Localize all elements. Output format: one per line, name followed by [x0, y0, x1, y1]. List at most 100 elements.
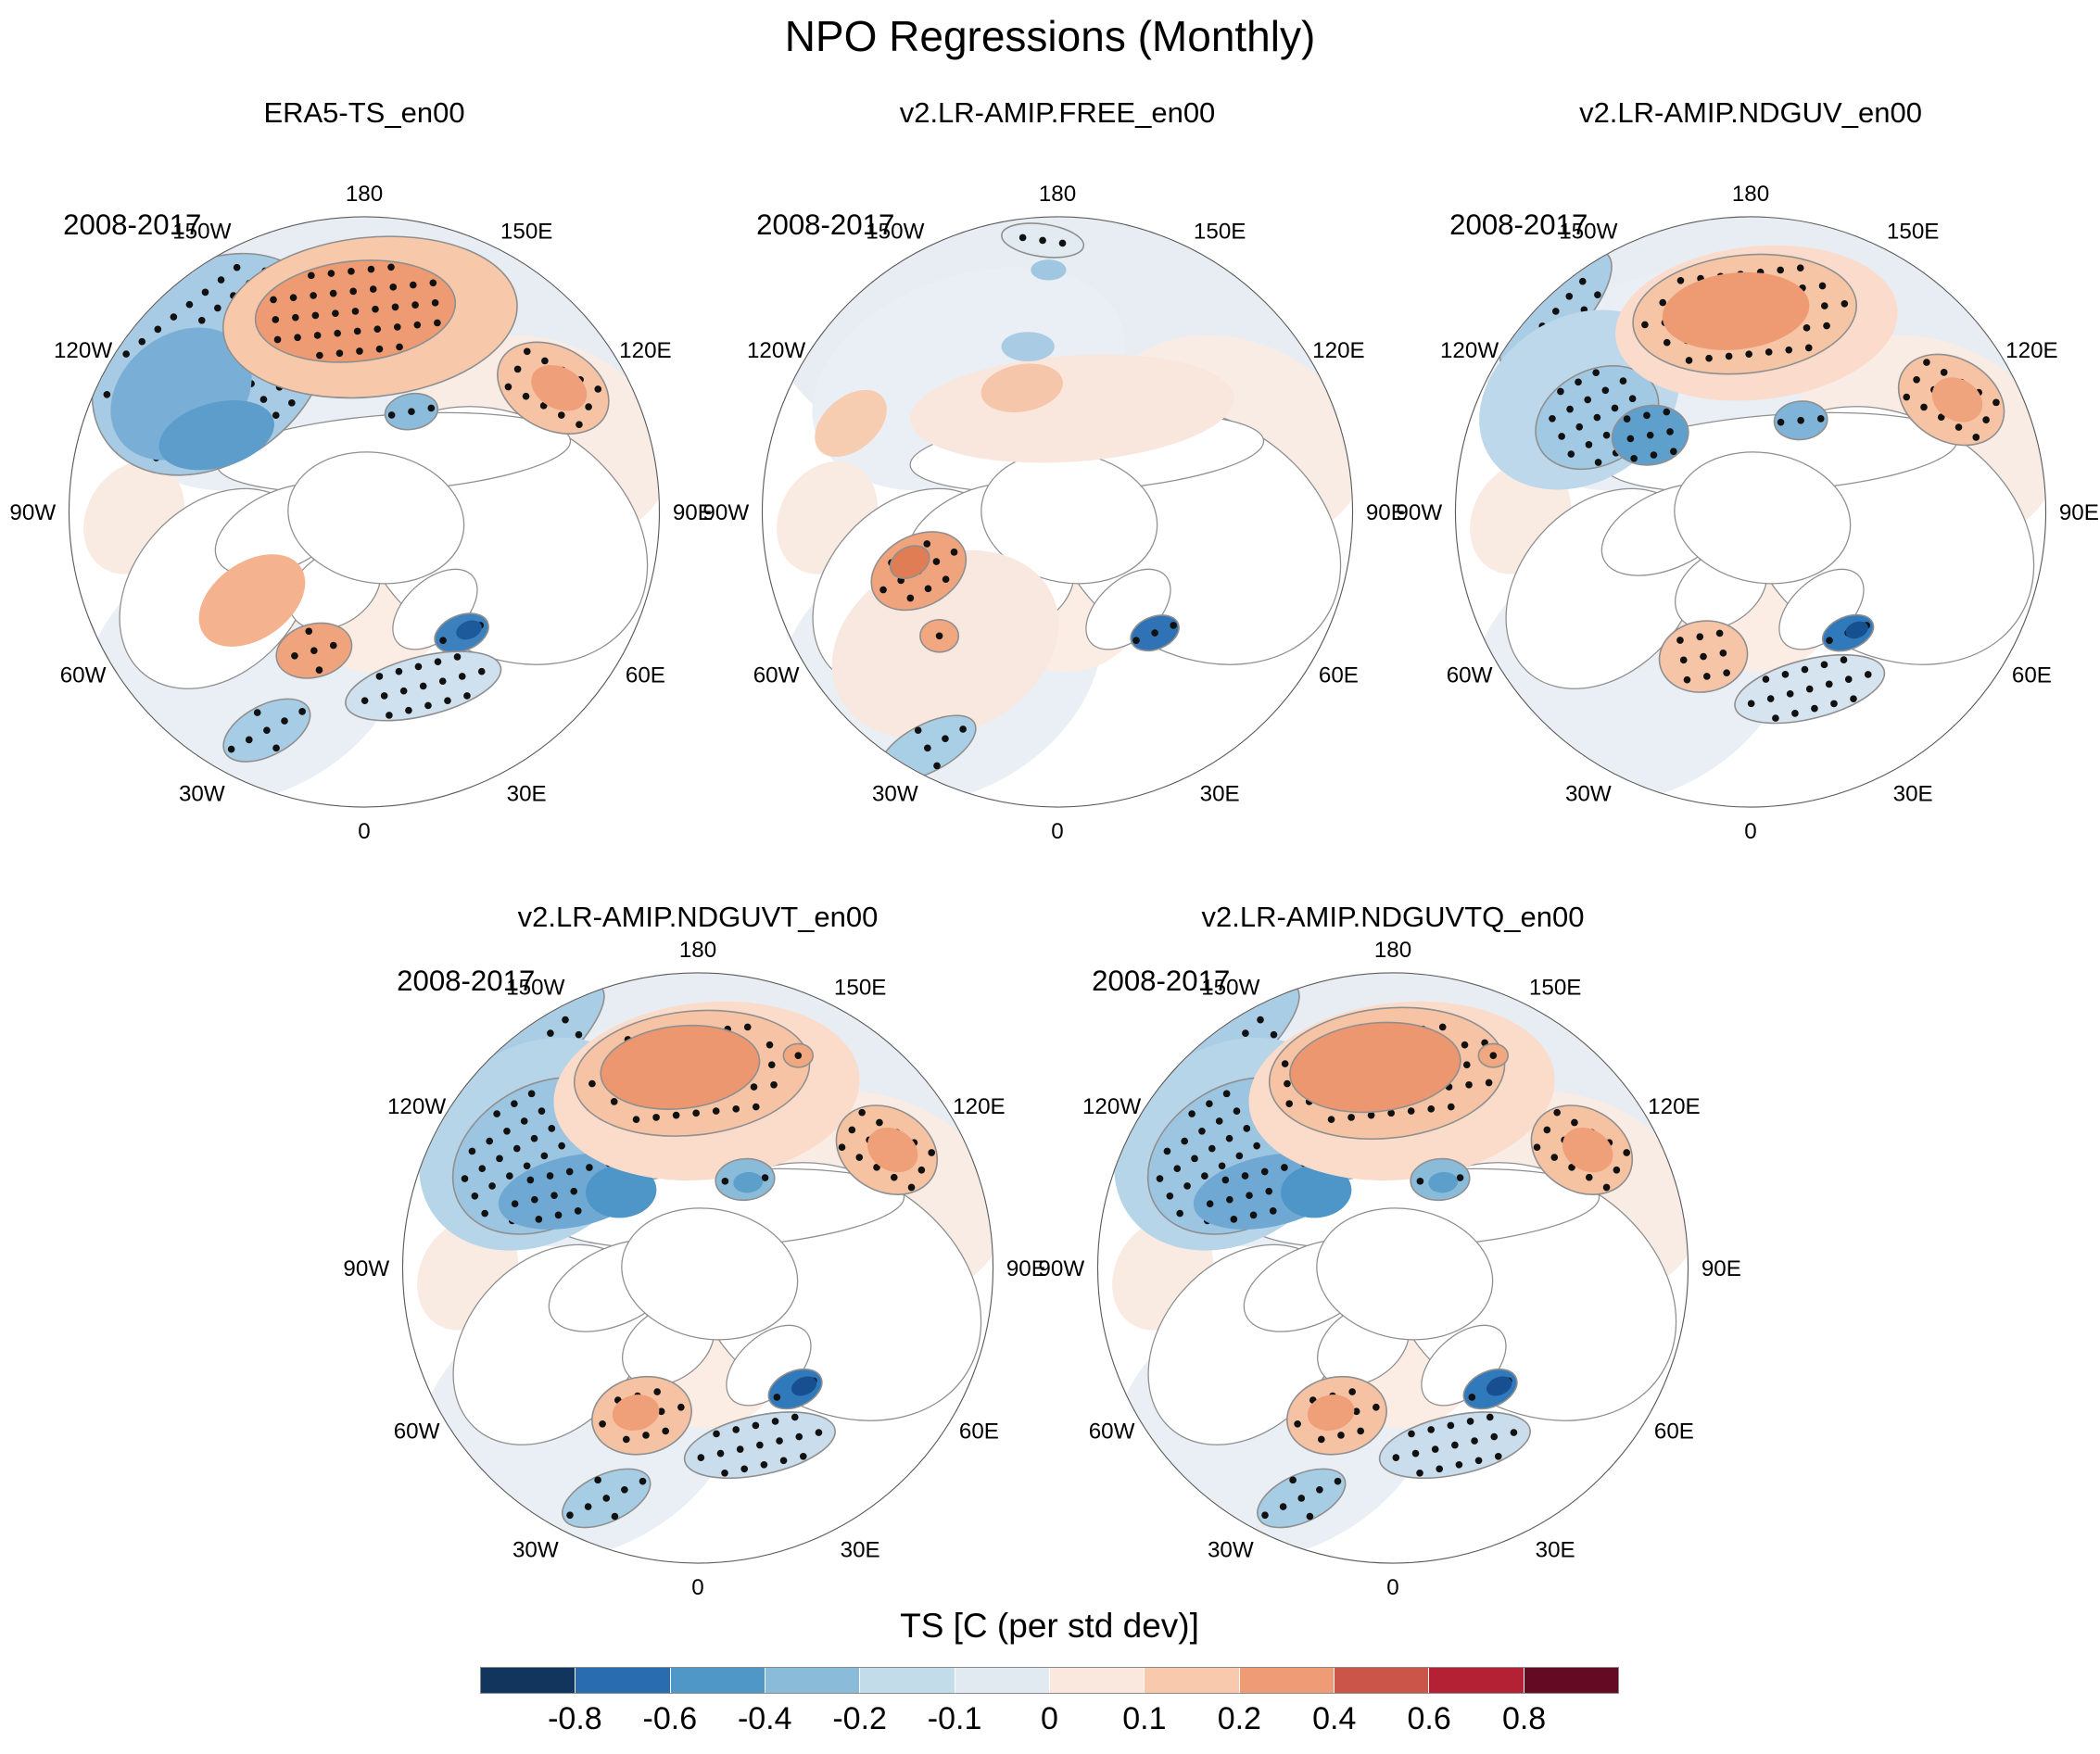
stipple-dot: [557, 411, 565, 419]
colorbar-tick-0: 0: [1041, 1701, 1058, 1736]
stipple-dot: [594, 1476, 601, 1484]
stipple-dot: [327, 270, 335, 277]
stipple-dot: [740, 1465, 749, 1473]
lon-label-30W: 30W: [1208, 1538, 1254, 1563]
stipple-dot: [1486, 1413, 1494, 1421]
map-feature-gulf-of-alaska-cold-core: [158, 400, 274, 471]
colorbar-segment: [481, 1668, 576, 1693]
lon-label-0: 0: [1744, 819, 1756, 844]
map-panel-free: v2.LR-AMIP.FREE_en00 2008-2017 180 150E 120E…: [659, 96, 1456, 852]
stipple-dot: [779, 1457, 788, 1465]
stipple-dot: [253, 709, 261, 716]
stipple-dot: [1132, 637, 1140, 645]
stipple-dot: [1176, 1209, 1183, 1218]
stipple-dot: [622, 1435, 630, 1444]
stipple-dot: [289, 294, 297, 301]
stipple-dot: [1955, 423, 1963, 431]
lon-label-150W: 150W: [506, 976, 564, 1001]
colorbar-title: TS [C (per std dev)]: [900, 1607, 1199, 1645]
map-panel-ndguv: v2.LR-AMIP.NDGUV_en00 2008-2017 180 150E 120…: [1352, 96, 2100, 852]
map-feature-bering-cold-spot: [1031, 259, 1067, 281]
map-feature-central-arctic-cold-spot: [1001, 332, 1055, 362]
map-panel-ndguvtq: v2.LR-AMIP.NDGUVTQ_en00 2008-2017 180 150E 1…: [994, 901, 1791, 1608]
map-boundary-circle: [1454, 216, 2047, 808]
stipple-dot: [1436, 1465, 1444, 1473]
stipple-dot: [1646, 431, 1654, 439]
colorbar-segment: [1048, 1668, 1145, 1693]
stipple-dot: [1781, 671, 1790, 678]
stipple-dot: [185, 300, 194, 309]
map-feature-east-asia-warm-core: [867, 1128, 918, 1173]
lon-label-150E: 150E: [500, 220, 553, 245]
colorbar-segment: [1144, 1668, 1239, 1693]
stipple-dot: [434, 319, 441, 327]
stipple-dot: [1643, 411, 1651, 420]
stipple-dot: [511, 1100, 518, 1108]
stipple-dot: [468, 1147, 476, 1155]
stipple-dot: [1816, 415, 1825, 423]
map-panel-era5-ts: ERA5-TS_en00 2008-2017 180 150E 120E 90E 60E 30…: [0, 96, 763, 852]
map-feature-dateline-stippled-patch: [1001, 222, 1085, 259]
stipple-dot: [565, 1167, 574, 1176]
stipple-dot: [539, 402, 548, 410]
stipple-dot: [1630, 454, 1638, 462]
stipple-dot: [1823, 322, 1830, 330]
stipple-dot: [1803, 324, 1811, 332]
stipple-dot: [531, 1195, 538, 1204]
stipple-dot: [389, 284, 398, 291]
stipple-dot: [1841, 299, 1849, 308]
stipple-dot: [393, 323, 401, 331]
stipple-dot: [1427, 1426, 1436, 1433]
stipple-dot: [566, 1511, 574, 1520]
stipple-dot: [732, 1105, 740, 1113]
stipple-dot: [547, 1029, 554, 1037]
lon-label-90E: 90E: [673, 500, 713, 525]
stipple-dot: [387, 263, 395, 271]
stipple-dot: [907, 1183, 916, 1192]
map-feature-dateline-warm-dot: [1477, 1042, 1510, 1068]
stipple-dot: [848, 1126, 856, 1134]
stipple-dot: [201, 288, 209, 297]
stipple-dot: [1151, 629, 1158, 637]
stipple-dot: [1337, 1432, 1345, 1439]
stipple-dot: [1777, 266, 1785, 274]
map-feature-central-north-pacific-warm-core: [600, 1024, 761, 1110]
stipple-dot: [1347, 1114, 1355, 1121]
lon-label-150W: 150W: [1201, 976, 1259, 1001]
stipple-dot: [1447, 1103, 1455, 1111]
stipple-dot: [933, 762, 941, 770]
colorbar: [480, 1667, 1619, 1694]
stipple-dot: [838, 1143, 846, 1152]
panel-title: v2.LR-AMIP.NDGUVTQ_en00: [1201, 901, 1585, 933]
lon-label-150E: 150E: [1194, 220, 1246, 245]
stipple-dot: [1766, 695, 1775, 702]
lon-label-120W: 120W: [387, 1094, 446, 1119]
stipple-dot: [1992, 398, 2000, 407]
stipple-dot: [1334, 1477, 1342, 1485]
landmass-central-arctic: [621, 1207, 799, 1341]
colorbar-tick-0.8: 0.8: [1501, 1701, 1547, 1736]
landmass-central-arctic: [1316, 1207, 1494, 1341]
lon-label-90W: 90W: [9, 500, 56, 525]
stipple-dot: [1683, 675, 1691, 684]
stipple-dot: [380, 692, 388, 700]
panel-title: v2.LR-AMIP.NDGUV_en00: [1579, 96, 1922, 129]
landmass-central-arctic: [287, 451, 465, 585]
stipple-dot: [478, 1165, 487, 1173]
stipple-dot: [1215, 1117, 1223, 1125]
stipple-dot: [520, 1117, 528, 1125]
lon-label-30W: 30W: [512, 1538, 559, 1563]
stipple-dot: [438, 677, 447, 686]
stipple-dot: [1206, 1100, 1213, 1108]
stipple-dot: [1804, 344, 1813, 352]
lon-label-0: 0: [358, 819, 370, 844]
stipple-dot: [453, 653, 462, 661]
stipple-dot: [1568, 1164, 1575, 1171]
stipple-dot: [408, 408, 415, 416]
stipple-dot: [1551, 308, 1560, 315]
stipple-dot: [458, 673, 466, 680]
stipple-dot: [1455, 1460, 1463, 1469]
map-feature-east-asia-warm-core: [1562, 1128, 1613, 1173]
stipple-dot: [959, 726, 967, 733]
stipple-dot: [942, 575, 950, 583]
